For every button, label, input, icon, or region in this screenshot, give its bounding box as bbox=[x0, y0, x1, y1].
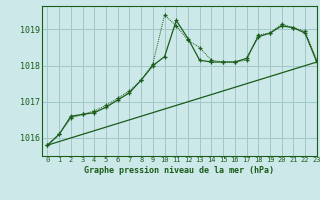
X-axis label: Graphe pression niveau de la mer (hPa): Graphe pression niveau de la mer (hPa) bbox=[84, 166, 274, 175]
